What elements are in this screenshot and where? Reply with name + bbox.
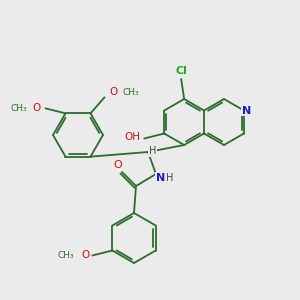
Text: N: N bbox=[242, 106, 251, 116]
Text: OH: OH bbox=[124, 133, 140, 142]
Text: O: O bbox=[81, 250, 89, 260]
Text: O: O bbox=[110, 87, 118, 97]
Text: O: O bbox=[32, 103, 40, 113]
Text: CH₃: CH₃ bbox=[11, 104, 28, 113]
Text: H: H bbox=[166, 173, 174, 183]
Text: CH₃: CH₃ bbox=[58, 251, 74, 260]
Text: Cl: Cl bbox=[175, 66, 187, 76]
Text: H: H bbox=[148, 146, 156, 157]
Text: O: O bbox=[114, 160, 122, 170]
Text: N: N bbox=[156, 173, 166, 183]
Text: CH₃: CH₃ bbox=[122, 88, 139, 97]
